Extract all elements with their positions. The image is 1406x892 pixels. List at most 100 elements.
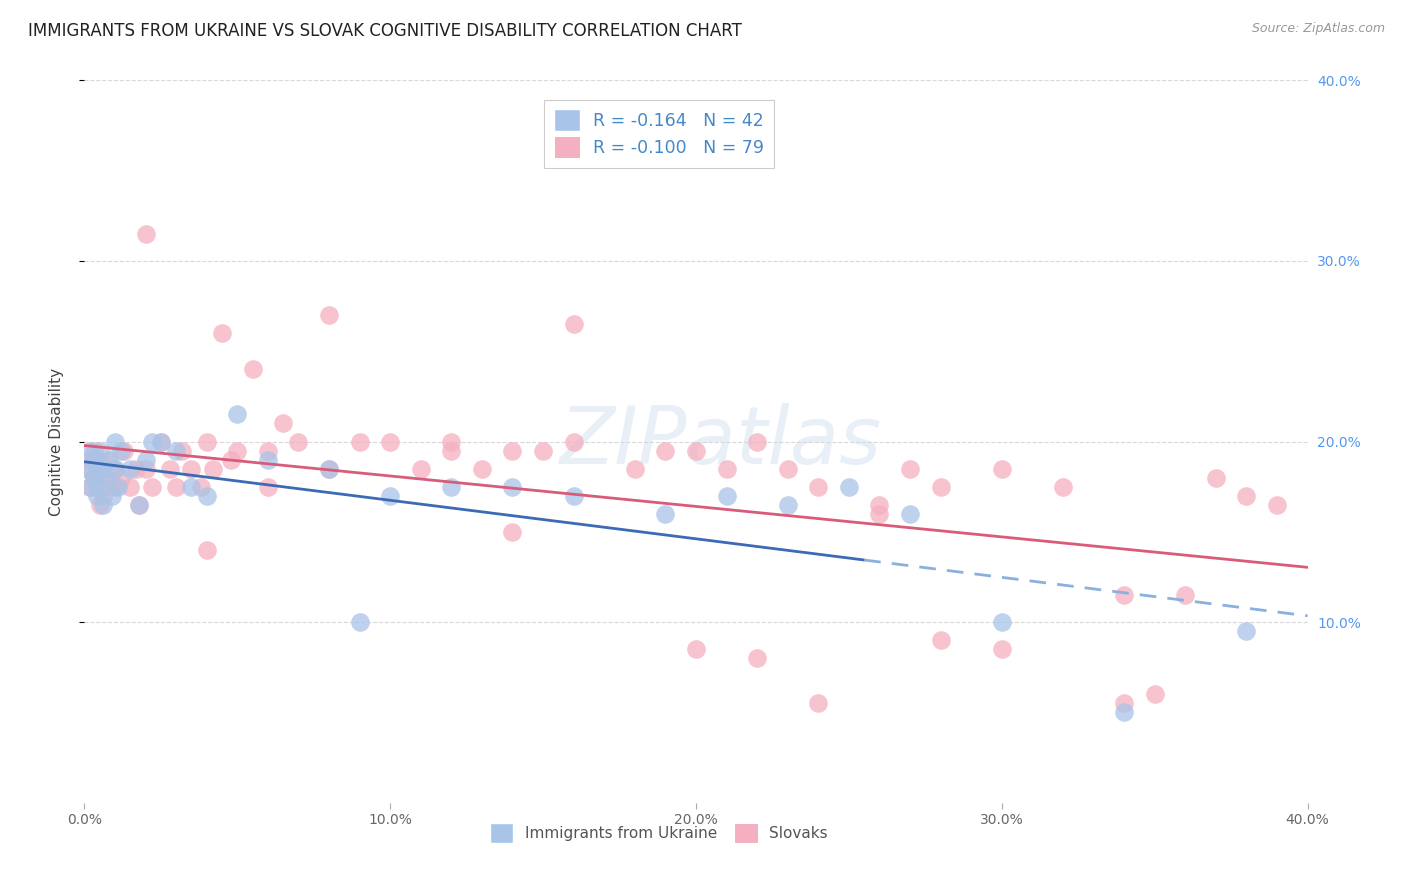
Point [219, 452, 242, 467]
Point [91, 498, 114, 512]
Point [1052, 480, 1074, 494]
Point [89, 480, 111, 494]
Point [180, 461, 202, 475]
Point [101, 489, 124, 503]
Point [991, 642, 1014, 657]
Point [89, 498, 111, 512]
Point [1236, 624, 1258, 639]
Point [211, 326, 233, 340]
Point [104, 461, 127, 475]
Point [104, 461, 127, 475]
Point [471, 461, 494, 475]
Point [149, 434, 172, 449]
Point [79, 480, 101, 494]
Point [101, 480, 124, 494]
Point [159, 461, 181, 475]
Point [1174, 588, 1197, 602]
Point [110, 471, 132, 485]
Point [380, 434, 402, 449]
Point [83, 471, 105, 485]
Point [242, 362, 264, 376]
Text: Source: ZipAtlas.com: Source: ZipAtlas.com [1251, 22, 1385, 36]
Point [104, 434, 127, 449]
Point [1236, 489, 1258, 503]
Legend: Immigrants from Ukraine, Slovaks: Immigrants from Ukraine, Slovaks [484, 816, 835, 849]
Point [685, 443, 707, 458]
Point [94, 471, 117, 485]
Point [190, 480, 212, 494]
Point [83, 452, 105, 467]
Point [120, 461, 142, 475]
Point [747, 434, 769, 449]
Point [226, 408, 249, 422]
Point [91, 461, 114, 475]
Text: ZIPatlas: ZIPatlas [560, 402, 882, 481]
Point [502, 480, 524, 494]
Point [380, 489, 402, 503]
Point [531, 443, 554, 458]
Point [349, 434, 371, 449]
Point [141, 480, 163, 494]
Point [257, 443, 280, 458]
Point [929, 480, 952, 494]
Point [776, 498, 799, 512]
Point [562, 489, 585, 503]
Point [76, 452, 98, 467]
Point [79, 480, 101, 494]
Point [195, 489, 218, 503]
Point [562, 434, 585, 449]
Point [257, 452, 280, 467]
Point [86, 480, 108, 494]
Point [654, 443, 676, 458]
Point [502, 524, 524, 539]
Point [86, 461, 108, 475]
Point [104, 480, 127, 494]
Point [86, 489, 108, 503]
Point [624, 461, 647, 475]
Point [180, 480, 202, 494]
Point [128, 498, 150, 512]
Point [1114, 706, 1136, 720]
Point [89, 452, 111, 467]
Point [440, 443, 463, 458]
Point [89, 443, 111, 458]
Point [107, 480, 129, 494]
Point [1143, 687, 1166, 701]
Point [97, 452, 120, 467]
Point [776, 461, 799, 475]
Point [128, 498, 150, 512]
Point [195, 542, 218, 557]
Point [440, 480, 463, 494]
Point [287, 434, 309, 449]
Point [747, 651, 769, 665]
Text: IMMIGRANTS FROM UKRAINE VS SLOVAK COGNITIVE DISABILITY CORRELATION CHART: IMMIGRANTS FROM UKRAINE VS SLOVAK COGNIT… [28, 22, 742, 40]
Point [135, 452, 157, 467]
Point [79, 461, 101, 475]
Point [716, 461, 738, 475]
Point [110, 443, 132, 458]
Point [1114, 697, 1136, 711]
Point [86, 461, 108, 475]
Point [135, 227, 157, 241]
Point [349, 615, 371, 630]
Point [165, 443, 187, 458]
Point [898, 461, 921, 475]
Point [409, 461, 432, 475]
Point [807, 697, 830, 711]
Point [97, 452, 120, 467]
Point [149, 434, 172, 449]
Y-axis label: Cognitive Disability: Cognitive Disability [49, 368, 63, 516]
Point [257, 480, 280, 494]
Point [318, 308, 340, 322]
Point [165, 480, 187, 494]
Point [271, 417, 294, 431]
Point [125, 461, 148, 475]
Point [141, 434, 163, 449]
Point [318, 461, 340, 475]
Point [991, 461, 1014, 475]
Point [869, 507, 891, 521]
Point [201, 461, 224, 475]
Point [120, 480, 142, 494]
Point [112, 443, 135, 458]
Point [172, 443, 194, 458]
